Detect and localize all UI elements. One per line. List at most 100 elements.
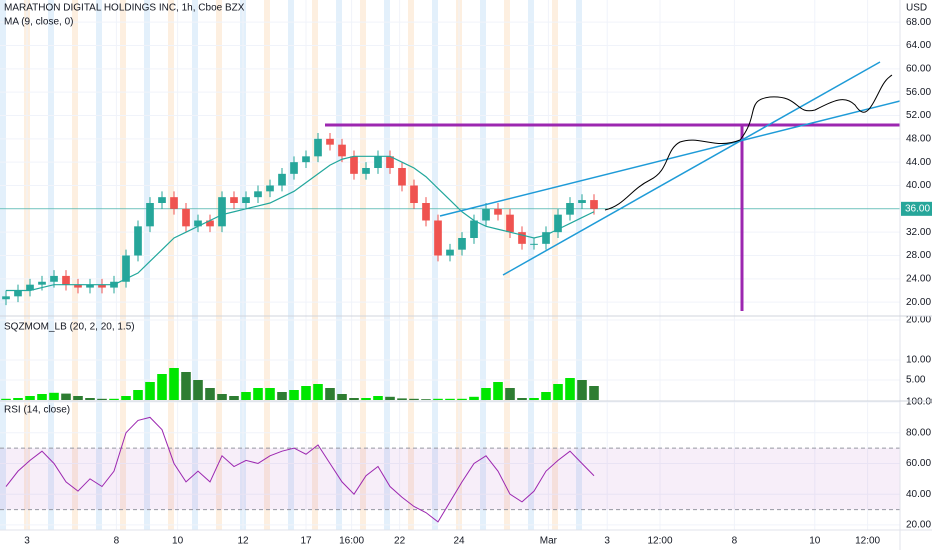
candle-body [470,220,478,238]
y-tick-label: 56.00 [906,87,931,98]
x-tick-label: 24 [453,536,465,547]
y-tick-label: 10.00 [906,355,931,366]
y-tick-label: 60.00 [906,458,931,469]
histogram-bar [565,378,575,400]
candle-body [590,200,598,209]
drawings [325,61,901,311]
trend-line [502,61,881,276]
y-tick-label: 68.00 [906,17,931,28]
x-tick-label: 8 [732,536,738,547]
candle-body [266,185,274,192]
candle-body [338,144,346,157]
candle-body [146,203,154,227]
y-tick-label: 20.00 [906,520,931,531]
candle-body [494,208,502,215]
x-tick-label: 10 [172,536,184,547]
histogram-bar [277,392,287,400]
session-band [384,0,390,530]
histogram-bar [445,398,455,400]
histogram-bar [529,398,539,400]
candle-body [350,156,358,174]
session-band [168,0,174,530]
session-band [0,0,6,530]
histogram-bar [193,380,203,400]
histogram-bar [289,390,299,400]
y-tick-label: 24.00 [906,273,931,284]
candle-body [26,284,34,291]
histogram-bar [397,398,407,400]
candle-body [530,243,538,245]
histogram-bar [169,368,179,400]
indicator-title: SQZMOM_LB (20, 2, 20, 1.5) [4,322,135,333]
y-tick-label: 64.00 [906,40,931,51]
x-tick-label: 22 [394,536,406,547]
histogram-bar [421,399,431,400]
x-tick-label: Mar [540,536,558,547]
session-band [72,0,78,530]
x-tick-label: 3 [604,536,610,547]
histogram-bar [25,396,35,400]
histogram-bar [325,388,335,400]
candle-body [206,220,214,227]
candle-body [74,284,82,288]
y-tick-label: 48.00 [906,133,931,144]
session-band [48,0,54,530]
session-band [264,0,270,530]
session-band [96,0,102,530]
histogram-bar [385,396,395,400]
candle-body [122,255,130,282]
candle-body [62,275,70,285]
y-tick-label: 40.00 [906,180,931,191]
y-tick-label: 60.00 [906,63,931,74]
candle-body [314,138,322,157]
session-band [552,0,558,530]
session-band [192,0,198,530]
candle-body [38,281,46,285]
candle-body [362,168,370,174]
histogram-bar [157,374,167,400]
session-band [312,0,318,530]
candle-body [482,208,490,221]
y-tick-label: 40.00 [906,489,931,500]
histogram-bar [361,398,371,400]
histogram-bar [505,388,515,400]
histogram-bar [145,382,155,400]
candle-body [386,156,394,168]
histogram-bar [217,394,227,400]
histogram-bar [37,394,47,400]
candle-body [542,232,550,244]
candle-body [134,226,142,256]
histogram-bar [13,398,23,400]
y-tick-label: 28.00 [906,250,931,261]
candle-body [14,290,22,297]
y-tick-label: 80.00 [906,427,931,438]
y-tick-label: 52.00 [906,110,931,121]
histogram-bar [61,393,71,400]
histogram-bar [493,382,503,400]
histogram-bar [205,388,215,400]
y-tick-label: 44.00 [906,157,931,168]
candle-body [518,232,526,244]
session-band [288,0,294,530]
histogram-bar [577,380,587,400]
candle-body [86,284,94,288]
candle-body [410,185,418,203]
histogram-bar [49,392,59,400]
session-band [480,0,486,530]
session-band [360,0,366,530]
histogram-bar [433,398,443,400]
histogram-bar [229,396,239,400]
histogram-bar [457,398,467,400]
session-band [504,0,510,530]
session-band [408,0,414,530]
candle-body [374,156,382,168]
last-price-badge [901,201,932,216]
candle-body [578,200,586,203]
candle-body [302,156,310,163]
histogram-bar [133,390,143,400]
currency-label: USD [906,3,927,14]
candle-body [326,138,334,145]
moving-average [6,155,595,292]
freehand-path [604,74,893,211]
